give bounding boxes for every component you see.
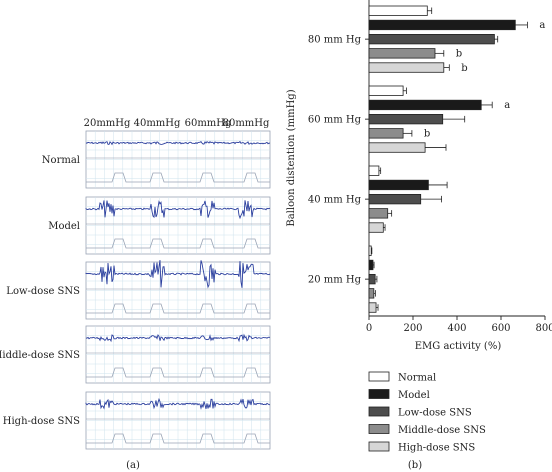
bar — [368, 165, 380, 176]
y-tick-label: 20 mm Hg — [308, 275, 362, 286]
legend-label: Middle-dose SNS — [398, 425, 486, 436]
legend-label: Normal — [398, 373, 436, 384]
significance-label: a — [504, 100, 510, 111]
column-label: 40mmHg — [134, 118, 181, 129]
bar — [368, 114, 444, 125]
bar — [368, 34, 495, 45]
bar — [368, 222, 384, 233]
bar — [368, 62, 445, 73]
bar — [368, 208, 389, 219]
bar — [368, 19, 516, 31]
x-tick-label: 0 — [366, 323, 372, 334]
emg-trace — [85, 333, 271, 343]
legend-label: Model — [398, 390, 430, 401]
pressure-trace — [86, 367, 270, 378]
x-tick-label: 600 — [491, 323, 510, 334]
row-label: Normal — [42, 155, 80, 166]
x-axis-label: EMG activity (%) — [415, 341, 502, 352]
pressure-trace — [86, 172, 270, 183]
bar — [368, 273, 376, 285]
y-tick-label: 60 mm Hg — [308, 115, 362, 126]
emg-trace — [85, 397, 271, 410]
y-axis-label: Balloon distention (mmHg) — [286, 89, 297, 226]
legend-swatch — [368, 389, 390, 399]
panel-a-caption: (a) — [126, 460, 140, 471]
legend-swatch — [368, 371, 390, 382]
emg-panel — [85, 196, 271, 255]
pressure-trace — [86, 238, 270, 249]
panel-b-caption: (b) — [408, 460, 422, 471]
row-label: Low-dose SNS — [6, 286, 80, 297]
bar — [368, 128, 404, 139]
x-tick-label: 200 — [403, 323, 422, 334]
y-tick-label: 40 mm Hg — [308, 195, 362, 206]
legend-label: High-dose SNS — [398, 443, 475, 454]
significance-label: b — [461, 63, 467, 74]
row-label: Middle-dose SNS — [0, 350, 80, 361]
bar — [368, 245, 372, 256]
x-tick-label: 800 — [535, 323, 552, 334]
emg-trace — [85, 140, 271, 146]
pressure-trace — [86, 303, 270, 314]
emg-trace — [85, 260, 271, 289]
column-label: 80mmHg — [223, 118, 270, 129]
bar — [368, 142, 426, 153]
bar — [368, 288, 375, 299]
emg-panel — [85, 260, 271, 320]
row-label: Model — [48, 221, 80, 232]
significance-label: a — [539, 20, 545, 31]
bar — [368, 5, 428, 16]
column-label: 60mmHg — [185, 118, 232, 129]
legend-label: Low-dose SNS — [398, 408, 472, 419]
y-tick-label: 80 mm Hg — [308, 35, 362, 46]
panel-b-bar-chart: 0 200 400 600 800 EMG activity (%) Balloon dis… — [286, 0, 552, 454]
bar — [368, 48, 436, 59]
bar — [368, 302, 377, 313]
bar — [368, 179, 429, 191]
significance-label: b — [456, 49, 462, 60]
legend-swatch — [368, 424, 390, 434]
significance-label: b — [424, 129, 430, 140]
emg-panel — [85, 130, 271, 189]
legend-swatch — [368, 441, 390, 452]
emg-trace — [85, 200, 271, 220]
bar — [368, 193, 422, 205]
x-tick-label: 400 — [447, 323, 466, 334]
bar — [368, 259, 374, 271]
column-label: 20mmHg — [84, 118, 131, 129]
emg-panel — [85, 325, 271, 384]
bar — [368, 85, 404, 96]
pressure-trace — [86, 433, 270, 444]
legend-swatch — [368, 406, 390, 417]
emg-panel — [85, 391, 271, 450]
row-label: High-dose SNS — [3, 416, 80, 427]
bar — [368, 99, 482, 111]
